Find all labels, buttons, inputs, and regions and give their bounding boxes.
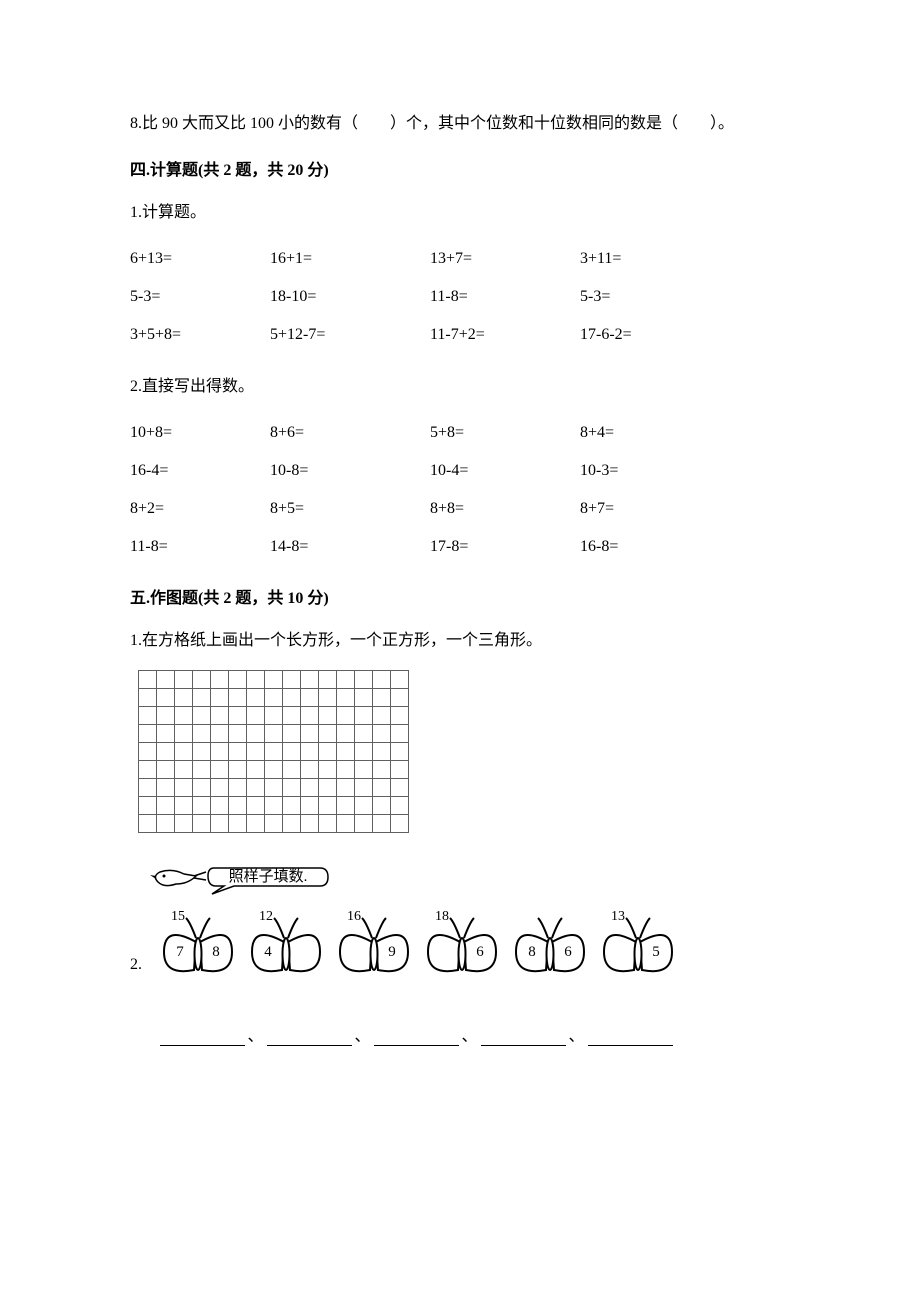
grid-paper [138,670,410,834]
calc-cell: 10-3= [580,452,700,490]
calc-cell: 8+7= [580,490,700,528]
section-4-header: 四.计算题(共 2 题，共 20 分) [130,156,790,180]
section-5-q1-label: 1.在方格纸上画出一个长方形，一个正方形，一个三角形。 [130,626,790,650]
calc-cell: 8+6= [270,414,430,452]
butterfly-figure: 照样子填数.781541291661886513 [150,862,690,992]
section-5-header: 五.作图题(共 2 题，共 10 分) [130,584,790,608]
section-4-q1-label: 1.计算题。 [130,198,790,222]
answer-blank [267,1032,352,1046]
calc-cell: 14-8= [270,528,430,566]
answer-blank [588,1032,673,1046]
calc-cell: 3+11= [580,240,700,278]
svg-text:13: 13 [611,909,625,924]
calc-cell: 10-8= [270,452,430,490]
calc-cell: 5+8= [430,414,580,452]
table-row: 3+5+8= 5+12-7= 11-7+2= 17-6-2= [130,316,700,354]
calc-cell: 17-8= [430,528,580,566]
svg-text:8: 8 [212,944,220,960]
calc-cell: 16+1= [270,240,430,278]
svg-text:15: 15 [171,909,185,924]
calc-cell: 5-3= [580,278,700,316]
calc-cell: 16-4= [130,452,270,490]
calc-cell: 5+12-7= [270,316,430,354]
butterfly-row-container: 2. 照样子填数.781541291661886513 [130,862,790,992]
speech-bubble: 照样子填数. [208,868,328,894]
answer-blank [160,1032,245,1046]
svg-text:4: 4 [264,944,272,960]
calc-cell: 10-4= [430,452,580,490]
table-row: 5-3= 18-10= 11-8= 5-3= [130,278,700,316]
calc-cell: 3+5+8= [130,316,270,354]
calc-cell: 11-8= [130,528,270,566]
calc-cell: 8+2= [130,490,270,528]
svg-text:18: 18 [435,909,449,924]
answer-blank [481,1032,566,1046]
calc-cell: 17-6-2= [580,316,700,354]
calc-cell: 8+4= [580,414,700,452]
butterfly-item: 9 16 [340,909,408,971]
calc-cell: 8+5= [270,490,430,528]
butterfly-item: 5 13 [604,909,672,971]
calc-cell: 11-8= [430,278,580,316]
bird-icon [150,870,206,885]
calc-table-2: 10+8= 8+6= 5+8= 8+4= 16-4= 10-8= 10-4= 1… [130,414,700,566]
blank-separator: 、 [245,1022,267,1046]
svg-text:6: 6 [476,944,484,960]
svg-text:16: 16 [347,909,361,924]
blank-separator: 、 [352,1022,374,1046]
svg-text:6: 6 [564,944,572,960]
svg-text:9: 9 [388,944,396,960]
table-row: 8+2= 8+5= 8+8= 8+7= [130,490,700,528]
blank-separator: 、 [459,1022,481,1046]
svg-text:7: 7 [176,944,184,960]
butterfly-item: 4 12 [252,909,320,971]
calc-cell: 11-7+2= [430,316,580,354]
calc-table-1: 6+13= 16+1= 13+7= 3+11= 5-3= 18-10= 11-8… [130,240,700,354]
calc-cell: 18-10= [270,278,430,316]
table-row: 10+8= 8+6= 5+8= 8+4= [130,414,700,452]
calc-cell: 10+8= [130,414,270,452]
calc-cell: 16-8= [580,528,700,566]
answer-blank [374,1032,459,1046]
section-5-q2-number: 2. [130,956,142,992]
butterfly-item: 7 8 15 [164,909,232,971]
calc-cell: 8+8= [430,490,580,528]
svg-text:8: 8 [528,944,536,960]
svg-text:5: 5 [652,944,660,960]
answer-blanks: 、 、 、 、 [160,1022,790,1046]
svg-text:12: 12 [259,909,273,924]
butterfly-item: 86 [516,918,584,971]
calc-cell: 5-3= [130,278,270,316]
question-8: 8.比 90 大而又比 100 小的数有（ ）个，其中个位数和十位数相同的数是（… [130,110,790,138]
table-row: 16-4= 10-8= 10-4= 10-3= [130,452,700,490]
section-4-q2-label: 2.直接写出得数。 [130,372,790,396]
svg-text:照样子填数.: 照样子填数. [229,868,308,885]
calc-cell: 6+13= [130,240,270,278]
calc-cell: 13+7= [430,240,580,278]
blank-separator: 、 [566,1022,588,1046]
table-row: 6+13= 16+1= 13+7= 3+11= [130,240,700,278]
table-row: 11-8= 14-8= 17-8= 16-8= [130,528,700,566]
butterfly-item: 6 18 [428,909,496,971]
